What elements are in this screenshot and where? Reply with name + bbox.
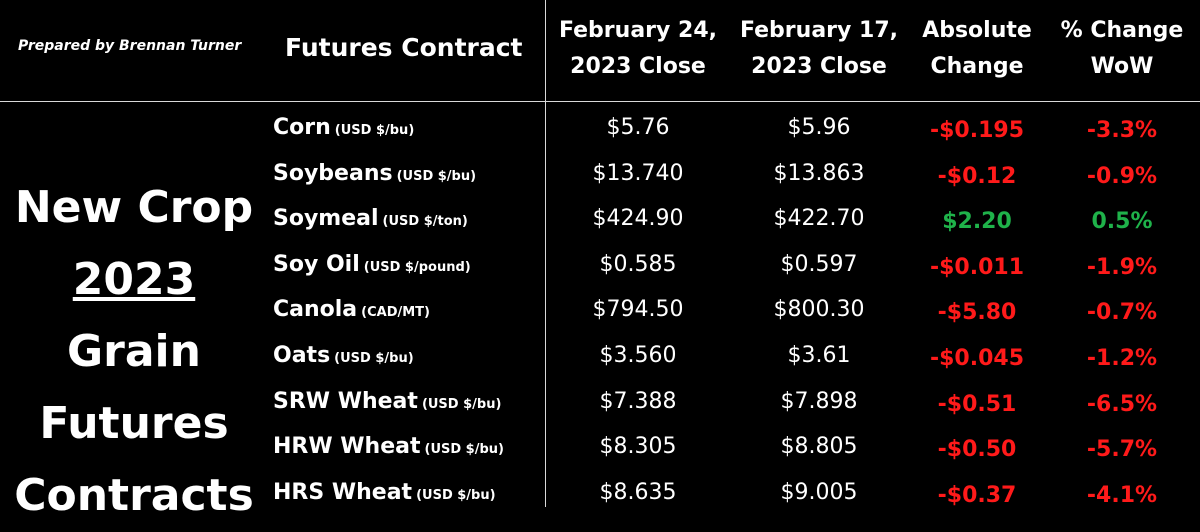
absolute-change-value: -$0.50: [937, 437, 1017, 463]
title-line3: Futures: [39, 398, 229, 449]
table-row: HRS Wheat (USD $/bu) $8.635 $9.005 -$0.37 -4.…: [0, 472, 1200, 517]
feb17-close-value: $13.863: [773, 160, 865, 186]
header-pct-line1: % Change: [1060, 18, 1184, 43]
commodity-unit: (USD $/bu): [416, 487, 496, 503]
table-row: Soybeans (USD $/bu) $13.740 $13.863 -$0.12 -0…: [0, 153, 1200, 198]
percent-change-value: 0.5%: [1091, 209, 1153, 235]
commodity-name: HRS Wheat (USD $/bu): [273, 480, 496, 505]
commodity-name: Soybeans (USD $/bu): [273, 161, 476, 186]
commodity-unit: (USD $/ton): [382, 214, 468, 230]
commodity-name: Soymeal (USD $/ton): [273, 206, 468, 231]
commodity-label: SRW Wheat: [273, 388, 418, 414]
feb24-close-value: $3.560: [599, 343, 677, 368]
absolute-change-value: -$0.12: [937, 163, 1017, 189]
percent-change-value: -6.5%: [1086, 391, 1158, 417]
header-divider: [0, 101, 1200, 102]
table-title: New Crop 2023 Grain Futures Contracts: [0, 172, 268, 532]
feb24-close-value: $5.76: [606, 115, 670, 140]
header-feb24-line1: February 24,: [559, 18, 717, 43]
commodity-name: Canola (CAD/MT): [273, 297, 430, 322]
table-row: Soymeal (USD $/ton) $424.90 $422.70 $2.20 0.5…: [0, 198, 1200, 243]
commodity-label: Oats: [273, 343, 331, 368]
feb17-close-value: $7.898: [780, 388, 858, 414]
commodity-unit: (USD $/bu): [424, 442, 504, 458]
absolute-change-value: -$0.045: [929, 346, 1025, 371]
title-line1: New Crop: [14, 182, 254, 233]
header-pct-line2: WoW: [1090, 54, 1154, 79]
feb24-close-value: $0.585: [599, 251, 677, 277]
absolute-change-value: -$0.37: [937, 482, 1017, 508]
percent-change-value: -0.9%: [1086, 163, 1158, 189]
commodity-name: SRW Wheat (USD $/bu): [273, 389, 501, 414]
commodity-label: HRS Wheat: [273, 479, 413, 505]
feb24-close-value: $8.305: [599, 434, 677, 460]
commodity-name: Corn (USD $/bu): [273, 115, 414, 140]
percent-change-value: -4.1%: [1086, 482, 1158, 508]
commodity-label: Soymeal: [273, 206, 379, 232]
feb17-close-value: $9.005: [780, 479, 858, 505]
title-grain: Grain: [67, 326, 201, 377]
percent-change-value: -0.7%: [1086, 300, 1158, 326]
table-row: Corn (USD $/bu) $5.76 $5.96 -$0.195 -3.3%: [0, 107, 1200, 152]
header-abs-line2: Change: [930, 54, 1024, 79]
futures-table: Prepared by Brennan Turner Futures Contr…: [0, 0, 1200, 521]
header-absolute-change: Absolute Change: [910, 13, 1044, 85]
header-pct-change: % Change WoW: [1044, 13, 1200, 85]
commodity-unit: (USD $/bu): [421, 396, 502, 412]
absolute-change-value: -$0.011: [929, 254, 1025, 280]
commodity-label: Soy Oil: [273, 251, 360, 277]
table-row: Oats (USD $/bu) $3.560 $3.61 -$0.045 -1.2%: [0, 335, 1200, 380]
absolute-change-value: -$0.195: [929, 118, 1025, 143]
feb24-close-value: $13.740: [592, 160, 684, 186]
commodity-unit: (USD $/bu): [334, 123, 415, 138]
feb17-close-value: $3.61: [787, 343, 851, 368]
header-feb17-line1: February 17,: [740, 18, 898, 43]
table-row: SRW Wheat (USD $/bu) $7.388 $7.898 -$0.51 -6.…: [0, 381, 1200, 426]
column-divider: [545, 0, 546, 507]
percent-change-value: -3.3%: [1086, 118, 1158, 143]
header-abs-line1: Absolute: [922, 18, 1032, 43]
feb24-close-value: $8.635: [599, 479, 677, 505]
commodity-unit: (USD $/bu): [396, 168, 477, 184]
commodity-unit: (CAD/MT): [361, 305, 430, 321]
commodity-label: Soybeans: [273, 160, 393, 186]
commodity-label: HRW Wheat: [273, 434, 421, 460]
feb17-close-value: $8.805: [780, 434, 858, 460]
commodity-unit: (USD $/pound): [363, 259, 471, 275]
percent-change-value: -5.7%: [1086, 437, 1158, 463]
percent-change-value: -1.2%: [1086, 346, 1158, 371]
commodity-label: Corn: [273, 115, 331, 140]
commodity-label: Canola: [273, 297, 358, 323]
header-feb24-line2: 2023 Close: [570, 54, 706, 79]
commodity-name: Oats (USD $/bu): [273, 343, 414, 368]
absolute-change-value: -$5.80: [937, 300, 1017, 326]
header-feb17-line2: 2023 Close: [751, 54, 887, 79]
feb17-close-value: $5.96: [787, 115, 851, 140]
header-futures-contract: Futures Contract: [285, 33, 523, 62]
feb17-close-value: $422.70: [773, 206, 865, 232]
feb17-close-value: $800.30: [773, 297, 865, 323]
table-row: HRW Wheat (USD $/bu) $8.305 $8.805 -$0.50 -5.…: [0, 426, 1200, 471]
title-year: 2023: [72, 254, 196, 305]
feb24-close-value: $794.50: [592, 297, 684, 323]
feb24-close-value: $424.90: [592, 206, 684, 232]
feb17-close-value: $0.597: [780, 251, 858, 277]
absolute-change-value: -$0.51: [937, 391, 1017, 417]
commodity-name: Soy Oil (USD $/pound): [273, 252, 471, 277]
title-line2: 2023 Grain: [0, 244, 268, 388]
table-row: Soy Oil (USD $/pound) $0.585 $0.597 -$0.011 -…: [0, 244, 1200, 289]
commodity-unit: (USD $/bu): [334, 351, 414, 366]
percent-change-value: -1.9%: [1086, 254, 1158, 280]
prepared-by-credit: Prepared by Brennan Turner: [18, 38, 242, 54]
table-row: Canola (CAD/MT) $794.50 $800.30 -$5.80 -0.7%: [0, 289, 1200, 334]
header-feb17-close: February 17, 2023 Close: [728, 13, 910, 85]
commodity-name: HRW Wheat (USD $/bu): [273, 434, 504, 459]
header-feb24-close: February 24, 2023 Close: [548, 13, 728, 85]
absolute-change-value: $2.20: [942, 209, 1012, 235]
feb24-close-value: $7.388: [599, 388, 677, 414]
